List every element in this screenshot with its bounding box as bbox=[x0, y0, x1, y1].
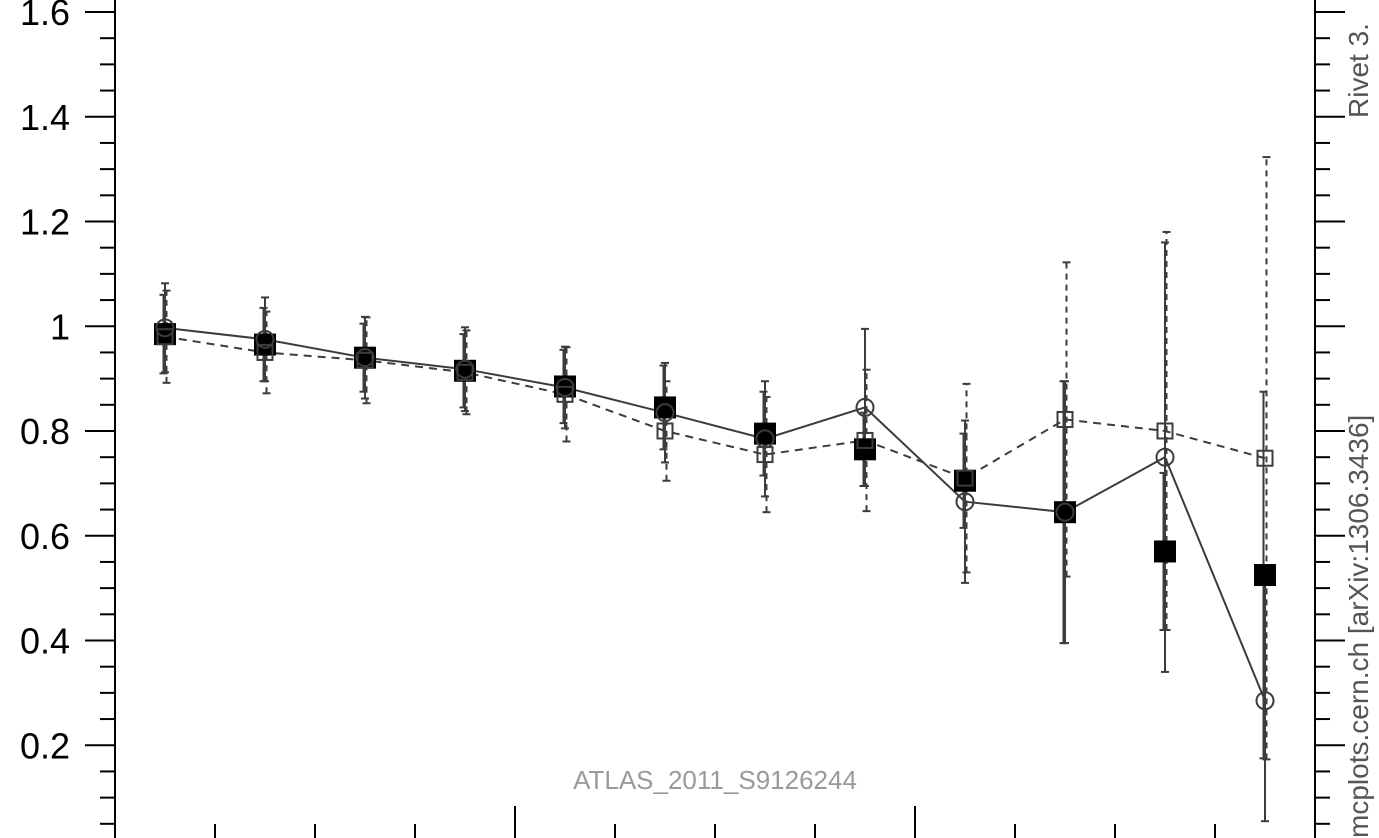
data-point-open-square bbox=[1156, 422, 1174, 440]
y-tick-label: 0.8 bbox=[20, 411, 70, 452]
data-point-filled-square bbox=[854, 438, 876, 461]
y-tick-label: 1.6 bbox=[20, 0, 70, 33]
data-point-open-square bbox=[256, 343, 274, 361]
series-line-2 bbox=[164, 335, 1266, 480]
data-point-open-square bbox=[656, 422, 674, 440]
y-tick-label: 0.2 bbox=[20, 725, 70, 766]
y-tick-label: 1.4 bbox=[20, 97, 70, 138]
data-point-filled-square bbox=[1254, 564, 1276, 587]
data-point-open-square bbox=[356, 351, 374, 369]
data-point-filled-square bbox=[754, 422, 776, 445]
data-point-open-circle bbox=[1055, 502, 1075, 522]
data-point-open-square bbox=[756, 446, 774, 464]
y-tick-label: 1.2 bbox=[20, 202, 70, 243]
y-tick-label: 0.4 bbox=[20, 621, 70, 662]
data-point-open-circle bbox=[155, 318, 175, 338]
tick-labels: 0.2 0.4 0.6 0.8 1 1.2 1.4 1.6 bbox=[20, 0, 70, 766]
data-point-open-circle bbox=[1155, 447, 1175, 467]
analysis-label: ATLAS_2011_S9126244 bbox=[573, 765, 857, 795]
data-point-open-square bbox=[156, 328, 174, 346]
data-point-open-circle bbox=[955, 492, 975, 512]
data-point-open-circle bbox=[255, 329, 275, 349]
mcplots-source-label: mcplots.cern.ch [arXiv:1306.3436] bbox=[1343, 415, 1374, 838]
data-point-filled-square bbox=[1154, 540, 1176, 563]
data-point-open-square bbox=[856, 431, 874, 449]
data-point-open-square bbox=[1056, 410, 1074, 428]
series-layer bbox=[154, 156, 1276, 823]
data-point-open-circle bbox=[855, 397, 875, 417]
data-point-open-square bbox=[556, 385, 574, 403]
rivet-version-label: Rivet 3. bbox=[1343, 23, 1374, 118]
y-tick-label: 0.6 bbox=[20, 516, 70, 557]
data-point-open-circle bbox=[655, 403, 675, 423]
axes bbox=[85, 0, 1345, 838]
series-line-1 bbox=[164, 326, 1266, 702]
y-tick-label: 1 bbox=[50, 306, 70, 347]
data-point-filled-square bbox=[654, 396, 676, 419]
data-point-open-circle bbox=[1255, 691, 1275, 711]
data-point-open-square bbox=[456, 363, 474, 381]
data-point-open-square bbox=[1256, 449, 1274, 467]
data-point-open-square bbox=[956, 469, 974, 487]
